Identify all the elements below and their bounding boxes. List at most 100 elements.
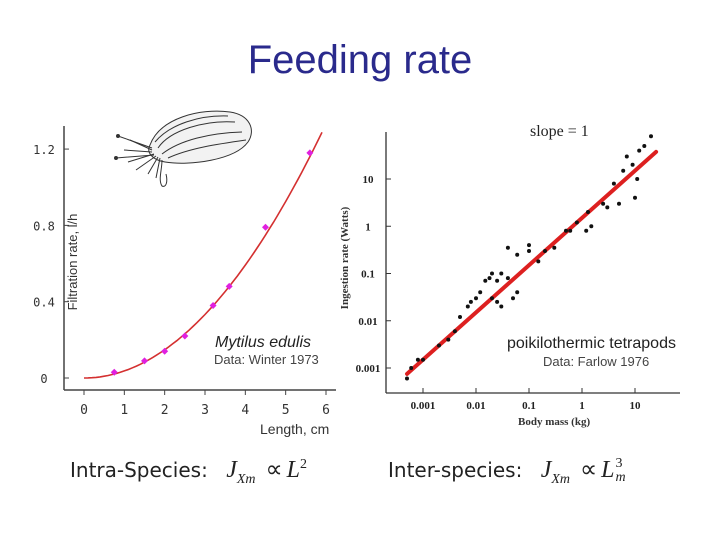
left-ticks: 0 1 2 3 4 5 6 0 0.4 0.8 1.2: [33, 143, 330, 418]
right-species-label: poikilothermic tetrapods: [507, 335, 676, 352]
right-data-point: [452, 329, 457, 334]
right-data-point: [409, 366, 414, 370]
right-data-point: [543, 249, 547, 253]
right-y-tick-label: 1: [365, 221, 371, 233]
right-x-tick-label: 0.001: [411, 400, 436, 412]
right-data-point: [601, 201, 606, 206]
formula-l: L: [286, 457, 301, 483]
right-data-point: [405, 376, 409, 381]
left-x-tick-label: 0: [80, 403, 88, 418]
right-axes: [385, 132, 680, 394]
right-data-point: [649, 134, 653, 139]
right-x-tick-label: 1: [579, 400, 585, 412]
right-data-point: [474, 296, 478, 301]
right-data-point: [437, 343, 441, 348]
intra-species-label: Intra-Species:: [70, 458, 208, 482]
right-data-point: [586, 210, 590, 214]
right-data-point: [495, 278, 500, 283]
left-fit-curve: [83, 131, 323, 379]
inter-species-label: Inter-species:: [388, 458, 523, 482]
left-x-tick-label: 6: [322, 403, 330, 418]
right-data-point: [499, 271, 504, 276]
left-species-label: Mytilus edulis: [215, 334, 312, 351]
right-data-point: [611, 181, 616, 186]
right-data-point: [630, 162, 635, 167]
left-data-point: [306, 149, 314, 157]
right-x-tick-label: 10: [630, 400, 642, 412]
right-data-point: [564, 228, 568, 233]
right-data-point: [617, 201, 621, 206]
left-x-tick-label: 3: [201, 403, 209, 418]
right-data-point: [505, 245, 510, 250]
right-data-point: [490, 271, 494, 276]
right-data-point: [515, 290, 520, 295]
right-data-point: [505, 276, 510, 281]
left-x-tick-label: 2: [161, 403, 169, 418]
left-axes: [63, 126, 336, 391]
left-y-tick-label: 1.2: [33, 143, 55, 157]
intra-species-formula: Intra-Species: JXm ∝ L2: [70, 455, 307, 488]
right-ticks: 0.001 0.01 0.1 1 10 0.001 0.01 0.1 1 10: [356, 174, 641, 412]
right-data-point: [415, 357, 420, 362]
right-x-tick-label: 0.1: [522, 400, 536, 412]
formula-j: J: [540, 457, 552, 483]
right-y-tick-label: 10: [363, 174, 375, 186]
right-fit-line: [405, 149, 659, 376]
right-data-point: [527, 249, 531, 253]
left-data-point: [225, 282, 233, 290]
right-data-point: [635, 177, 640, 181]
page-title: Feeding rate: [247, 38, 473, 82]
right-y-tick-label: 0.001: [356, 363, 381, 375]
right-data-point: [465, 304, 470, 309]
left-data-point: [110, 368, 118, 376]
formula-prop: ∝: [580, 457, 598, 483]
mussel-illustration: [114, 110, 252, 187]
formula-sub: Xm: [236, 471, 256, 487]
formula-inter-sub: m: [615, 470, 626, 486]
formula-prop: ∝: [265, 457, 283, 483]
right-data-point: [584, 228, 589, 233]
left-points: [110, 149, 314, 376]
right-data-point: [421, 357, 425, 362]
right-data-point: [483, 278, 488, 283]
right-data-point: [637, 148, 642, 153]
slope-label: slope = 1: [530, 123, 589, 140]
left-x-label: Length, cm: [260, 421, 330, 437]
right-data-point: [499, 304, 504, 309]
right-source-label: Data: Farlow 1976: [543, 354, 650, 369]
left-data-point: [161, 347, 169, 355]
right-x-label: Body mass (kg): [518, 416, 591, 428]
left-source-label: Data: Winter 1973: [214, 352, 319, 367]
right-y-tick-label: 0.1: [361, 269, 375, 281]
right-data-point: [527, 243, 531, 248]
right-data-point: [605, 205, 610, 210]
left-y-tick-label: 0.4: [33, 296, 55, 310]
right-data-point: [536, 259, 541, 264]
right-fit-path: [405, 149, 659, 376]
right-data-point: [552, 245, 557, 250]
formula-j: J: [226, 457, 237, 483]
left-data-point: [262, 223, 269, 231]
right-data-point: [621, 168, 626, 173]
left-data-point: [181, 332, 189, 340]
inter-species-formula: Inter-species: JXm ∝ L 3 m: [388, 455, 626, 488]
formula-sub: Xm: [551, 471, 571, 487]
right-data-point: [511, 296, 515, 301]
left-x-tick-label: 1: [120, 403, 128, 418]
left-y-tick-label: 0.8: [33, 219, 55, 233]
formula-inter-exp: 3: [615, 456, 623, 472]
right-data-point: [446, 337, 451, 342]
right-data-point: [633, 195, 637, 200]
left-x-tick-label: 5: [282, 403, 290, 418]
right-data-point: [589, 224, 594, 229]
right-data-point: [487, 276, 492, 281]
right-data-point: [624, 154, 629, 159]
right-data-point: [468, 299, 473, 304]
right-data-point: [574, 220, 579, 225]
right-data-point: [642, 144, 647, 148]
right-data-point: [490, 296, 494, 301]
right-points: [405, 134, 653, 381]
right-y-label: Ingestion rate (Watts): [339, 206, 351, 310]
right-x-tick-label: 0.01: [466, 400, 485, 412]
